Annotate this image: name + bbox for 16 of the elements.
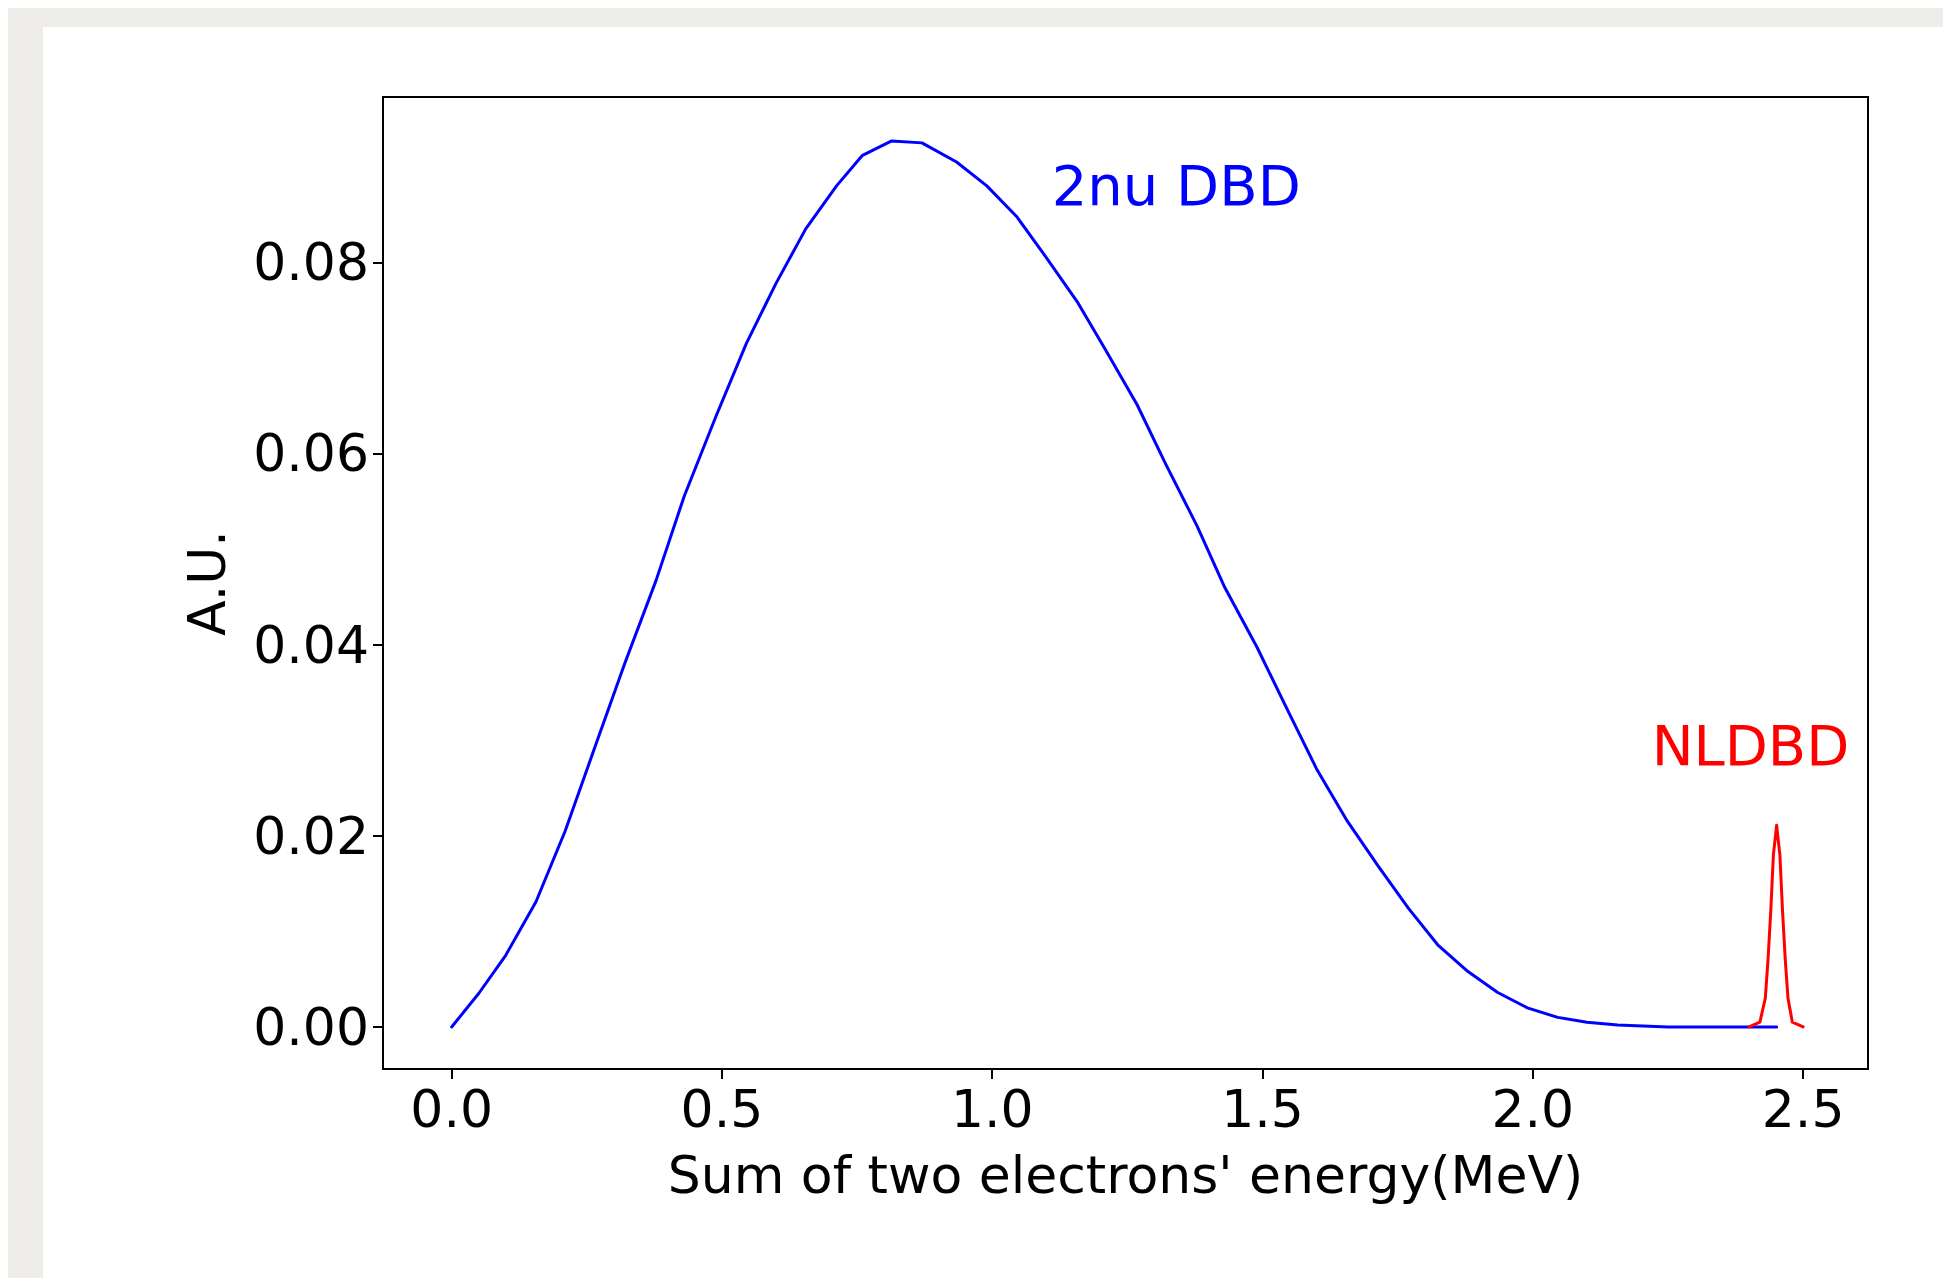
- y-tick-label: 0.04: [253, 614, 369, 675]
- y-tick-label: 0.00: [253, 996, 369, 1057]
- x-tick-label: 2.0: [1491, 1079, 1575, 1139]
- y-tick-label: 0.06: [253, 423, 369, 484]
- x-tick-label: 2.5: [1761, 1079, 1845, 1139]
- x-tick-label: 0.5: [680, 1079, 764, 1139]
- x-tick-label: 1.0: [950, 1079, 1034, 1139]
- x-tick-label: 1.5: [1221, 1079, 1304, 1139]
- x-tick-label: 0.0: [410, 1079, 494, 1139]
- y-tick-label: 0.08: [253, 232, 369, 293]
- series-label: NLDBD: [1651, 712, 1850, 778]
- x-axis-title: Sum of two electrons' energy(MeV): [667, 1145, 1584, 1205]
- series-label: 2nu DBD: [1051, 153, 1301, 219]
- y-tick-label: 0.02: [253, 805, 369, 866]
- line-series: [1747, 823, 1805, 1029]
- y-axis-title: A.U.: [177, 530, 237, 636]
